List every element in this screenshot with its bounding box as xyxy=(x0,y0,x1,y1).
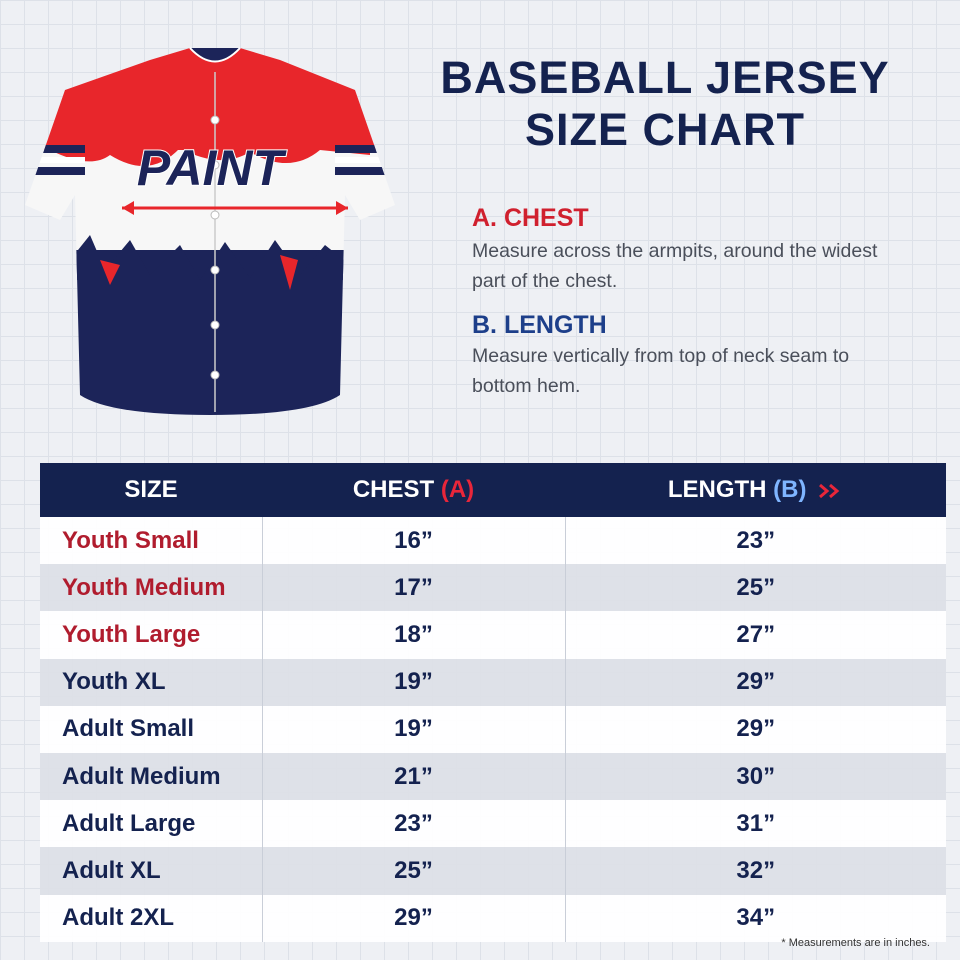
measurement: 19” xyxy=(261,658,565,706)
size-name: Adult Medium xyxy=(40,752,262,801)
size-name: Youth Large xyxy=(40,611,262,659)
measurement: 16” xyxy=(261,517,565,565)
measurement: 27” xyxy=(564,611,946,659)
measure-label: A. CHEST xyxy=(472,204,589,232)
footnote: * Measurements are in inches. xyxy=(781,937,930,949)
measurement: 30” xyxy=(564,752,946,801)
size-name: Youth Small xyxy=(40,517,262,565)
measure-label: B. LENGTH xyxy=(472,311,607,339)
size-name: Adult Small xyxy=(40,705,262,753)
measurement: 23” xyxy=(261,800,565,848)
arrow-icon xyxy=(819,483,840,498)
size-row: Adult Medium 21” 30” xyxy=(40,752,946,801)
measurement: 23” xyxy=(564,517,946,565)
size-row: Youth Small 16” 23” xyxy=(40,517,946,565)
size-name: Youth Medium xyxy=(40,564,262,612)
measurement: 19” xyxy=(261,705,565,753)
column-header: SIZE xyxy=(40,463,262,517)
measurement: 29” xyxy=(564,658,946,706)
measure-description: Measure vertically from top of neck seam… xyxy=(472,345,850,397)
header-row: SIZE CHEST (A) LENGTH (B) xyxy=(40,463,946,517)
measurement: 18” xyxy=(261,611,565,659)
measurement: 21” xyxy=(261,752,565,801)
column-marker: (A) xyxy=(440,476,475,503)
measurement: 34” xyxy=(564,894,946,942)
title-line: BASEBALL JERSEY xyxy=(440,52,890,103)
measurement: 31” xyxy=(564,800,946,848)
column-marker: (B) xyxy=(773,476,807,503)
measurement: 29” xyxy=(564,705,946,753)
size-name: Adult XL xyxy=(40,847,262,895)
size-name: Adult 2XL xyxy=(40,894,262,942)
measurement: 29” xyxy=(261,894,565,942)
size-table: SIZE CHEST (A) LENGTH (B) Youth Small 16”… xyxy=(40,463,946,942)
measurement: 32” xyxy=(564,847,946,895)
size-row: Youth XL 19” 29” xyxy=(40,658,946,706)
size-row: Adult Large 23” 31” xyxy=(40,800,946,848)
size-name: Youth XL xyxy=(40,658,262,706)
column-label: SIZE xyxy=(124,476,178,503)
measure-description: Measure across the armpits, around the w… xyxy=(472,240,878,292)
size-row: Adult Small 19” 29” xyxy=(40,705,946,753)
measurement: 25” xyxy=(261,847,565,895)
column-header: CHEST (A) xyxy=(262,463,565,517)
size-row: Adult XL 25” 32” xyxy=(40,847,946,895)
size-row: Youth Large 18” 27” xyxy=(40,611,946,659)
size-row: Youth Medium 17” 25” xyxy=(40,564,946,612)
column-label: CHEST xyxy=(352,476,435,503)
jersey-logo: PAINT xyxy=(137,140,288,196)
size-name: Adult Large xyxy=(40,800,262,848)
measurement: 17” xyxy=(261,564,565,612)
size-row: Adult 2XL 29” 34” xyxy=(40,894,946,942)
column-header: LENGTH (B) xyxy=(565,463,946,517)
column-label: LENGTH xyxy=(667,476,767,503)
jersey: PAINT xyxy=(25,47,395,415)
measurement: 25” xyxy=(564,564,946,612)
title-line: SIZE CHART xyxy=(525,104,805,155)
